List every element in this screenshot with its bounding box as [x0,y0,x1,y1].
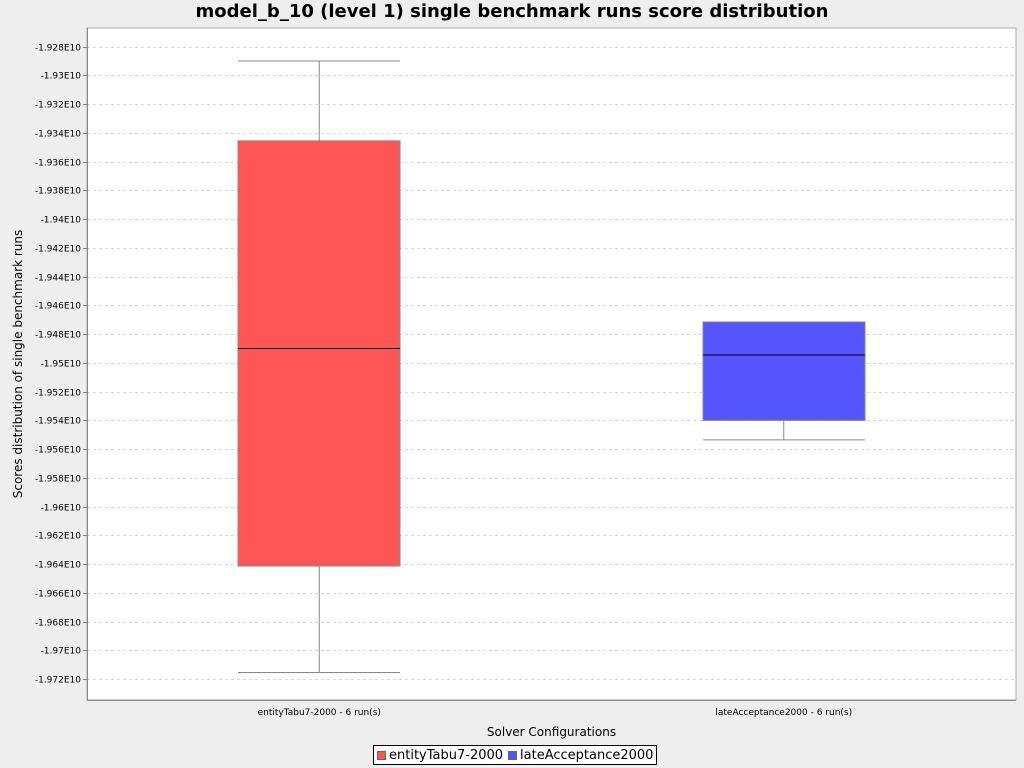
y-tick-label: -1.932E10 [35,101,81,111]
y-tick-label: -1.936E10 [35,159,81,169]
legend-swatch-lateacceptance [508,750,518,760]
y-tick-label: -1.964E10 [35,561,81,571]
x-tick-label: entityTabu7-2000 - 6 run(s) [258,708,381,718]
y-tick-label: -1.94E10 [41,216,82,226]
y-tick-label: -1.948E10 [35,331,81,341]
y-tick-label: -1.958E10 [35,475,81,485]
y-tick-label: -1.928E10 [35,44,81,54]
legend-swatch-entitytabu [377,750,386,760]
legend-label-entitytabu: entityTabu7-2000 [389,747,504,763]
y-tick-label: -1.966E10 [35,590,81,600]
y-tick-label: -1.962E10 [35,532,81,542]
legend: entityTabu7-2000 lateAcceptance2000 [373,745,658,765]
legend-item-lateacceptance: lateAcceptance2000 [508,748,653,763]
y-tick-label: -1.938E10 [35,187,81,197]
x-axis-title: Solver Configurations [487,725,616,739]
legend-label-lateacceptance: lateAcceptance2000 [520,747,654,763]
y-tick-label: -1.956E10 [35,446,81,456]
x-tick-label: lateAcceptance2000 - 6 run(s) [715,708,852,718]
y-tick-label: -1.972E10 [35,676,81,686]
y-tick-label: -1.954E10 [35,417,81,427]
box-lateAcceptance2000 [702,321,866,421]
box-entityTabu7-2000 [237,140,401,567]
y-tick-label: -1.968E10 [35,619,81,629]
y-tick-label: -1.95E10 [41,360,82,370]
y-tick-label: -1.934E10 [35,130,81,140]
y-tick-label: -1.93E10 [41,72,82,82]
box-plot-chart: -1.928E10 -1.93E10 -1.932E10 -1.934E10 -1.93… [11,27,1017,739]
y-tick-label: -1.942E10 [35,245,81,255]
y-tick-label: -1.946E10 [35,302,81,312]
y-tick-label: -1.944E10 [35,274,81,284]
y-tick-label: -1.97E10 [41,647,82,657]
y-axis-title: Scores distribution of single benchmark … [11,230,25,499]
chart-title: model_b_10 (level 1) single benchmark ru… [195,1,829,22]
legend-item-entitytabu: entityTabu7-2000 [377,748,503,763]
y-tick-label: -1.952E10 [35,389,81,399]
y-tick-label: -1.96E10 [41,504,82,514]
